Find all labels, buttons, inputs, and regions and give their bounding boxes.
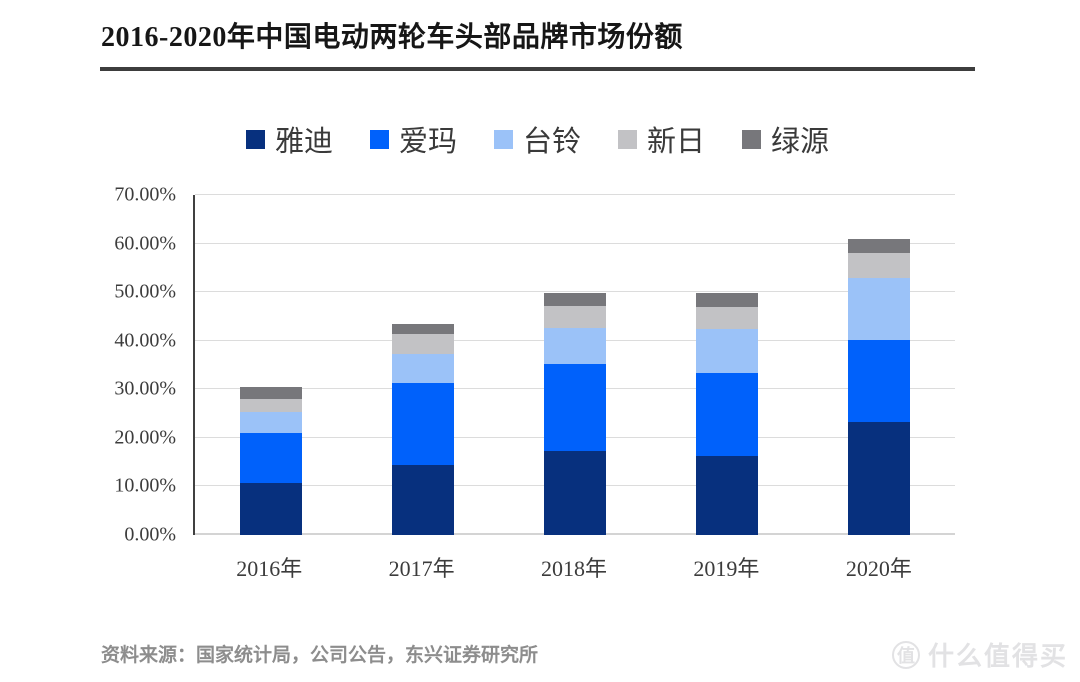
y-tick-label: 0.00% [124, 523, 176, 546]
bar-column-2018年 [499, 195, 651, 535]
legend-item-2: 爱玛 [369, 118, 457, 160]
bar-segment-绿源 [696, 292, 758, 307]
bar-segment-台铃 [696, 329, 758, 374]
bar-segment-新日 [544, 305, 606, 329]
title-underline [100, 67, 975, 71]
bar-segment-爱玛 [392, 382, 454, 466]
bar-segment-雅迪 [544, 450, 606, 535]
bar-segment-台铃 [544, 328, 606, 365]
bar-segment-雅迪 [240, 483, 302, 535]
bar-column-2019年 [651, 195, 803, 535]
x-tick-label: 2016年 [236, 556, 303, 581]
bar-segment-台铃 [240, 412, 302, 433]
bar-segment-绿源 [240, 387, 302, 399]
legend-item-4: 新日 [618, 118, 705, 160]
y-tick-label: 60.00% [114, 232, 176, 255]
stacked-bar [240, 387, 302, 535]
bar-segment-台铃 [848, 278, 910, 341]
bar-segment-绿源 [848, 238, 910, 254]
bar-segment-爱玛 [848, 340, 910, 423]
x-tick-label: 2017年 [388, 556, 455, 581]
gridline [195, 242, 955, 244]
legend-swatch-icon [245, 129, 265, 149]
bar-segment-雅迪 [392, 465, 454, 535]
legend-swatch-icon [618, 129, 637, 149]
bar-segment-台铃 [392, 354, 454, 383]
legend-swatch-icon [369, 129, 389, 149]
chart-legend: 雅迪 爱玛 台铃 新日 绿源 [100, 118, 975, 160]
x-tick-label: 2020年 [845, 556, 912, 581]
smzdm-watermark: 值 什么值得买 [891, 636, 1068, 673]
y-tick-label: 10.00% [114, 474, 176, 497]
bar-segment-新日 [848, 253, 910, 279]
legend-item-3: 台铃 [493, 118, 581, 160]
bars-container [195, 195, 955, 535]
x-tick-label: 2019年 [693, 556, 760, 581]
legend-swatch-icon [742, 129, 762, 149]
plot-area [193, 194, 955, 535]
legend-label: 台铃 [522, 126, 581, 158]
y-tick-label: 50.00% [114, 280, 176, 303]
bar-segment-爱玛 [544, 364, 606, 451]
smzdm-badge-icon: 值 [891, 640, 920, 669]
x-axis: 2016年 2017年 2018年 2019年 2020年 [193, 551, 955, 583]
legend-item-1: 雅迪 [245, 118, 333, 160]
bar-segment-爱玛 [240, 432, 302, 484]
gridline [195, 194, 955, 195]
watermark-text: 什么值得买 [927, 641, 1068, 671]
y-axis: 0.00% 10.00% 20.00% 30.00% 40.00% 50.00% 60.00… [0, 184, 176, 546]
legend-label: 雅迪 [274, 126, 333, 158]
y-tick-label: 70.00% [114, 183, 176, 206]
stacked-bar [392, 324, 454, 535]
bar-column-2020年 [803, 195, 955, 535]
bar-segment-新日 [240, 398, 302, 413]
stacked-bar [696, 292, 758, 535]
legend-label: 爱玛 [398, 126, 457, 158]
bar-segment-爱玛 [696, 373, 758, 456]
y-tick-label: 20.00% [114, 426, 176, 449]
bar-segment-雅迪 [848, 422, 910, 535]
source-note: 资料来源：国家统计局，公司公告，东兴证券研究所 [101, 645, 539, 666]
gridline [195, 291, 955, 293]
x-tick-label: 2018年 [541, 556, 608, 581]
bar-column-2017年 [347, 195, 499, 535]
stacked-bar [544, 293, 606, 535]
y-tick-label: 40.00% [114, 329, 176, 352]
y-tick-label: 30.00% [114, 377, 176, 400]
bar-column-2016年 [195, 195, 347, 535]
legend-label: 新日 [647, 126, 706, 158]
legend-item-5: 绿源 [742, 118, 829, 160]
legend-label: 绿源 [771, 126, 830, 158]
bar-segment-绿源 [392, 324, 454, 335]
page-title: 2016-2020年中国电动两轮车头部品牌市场份额 [101, 22, 683, 53]
bar-segment-绿源 [544, 293, 606, 306]
bar-segment-新日 [392, 334, 454, 355]
bar-segment-新日 [696, 306, 758, 330]
bar-segment-雅迪 [696, 455, 758, 535]
legend-swatch-icon [493, 129, 513, 149]
stacked-bar [848, 238, 910, 535]
